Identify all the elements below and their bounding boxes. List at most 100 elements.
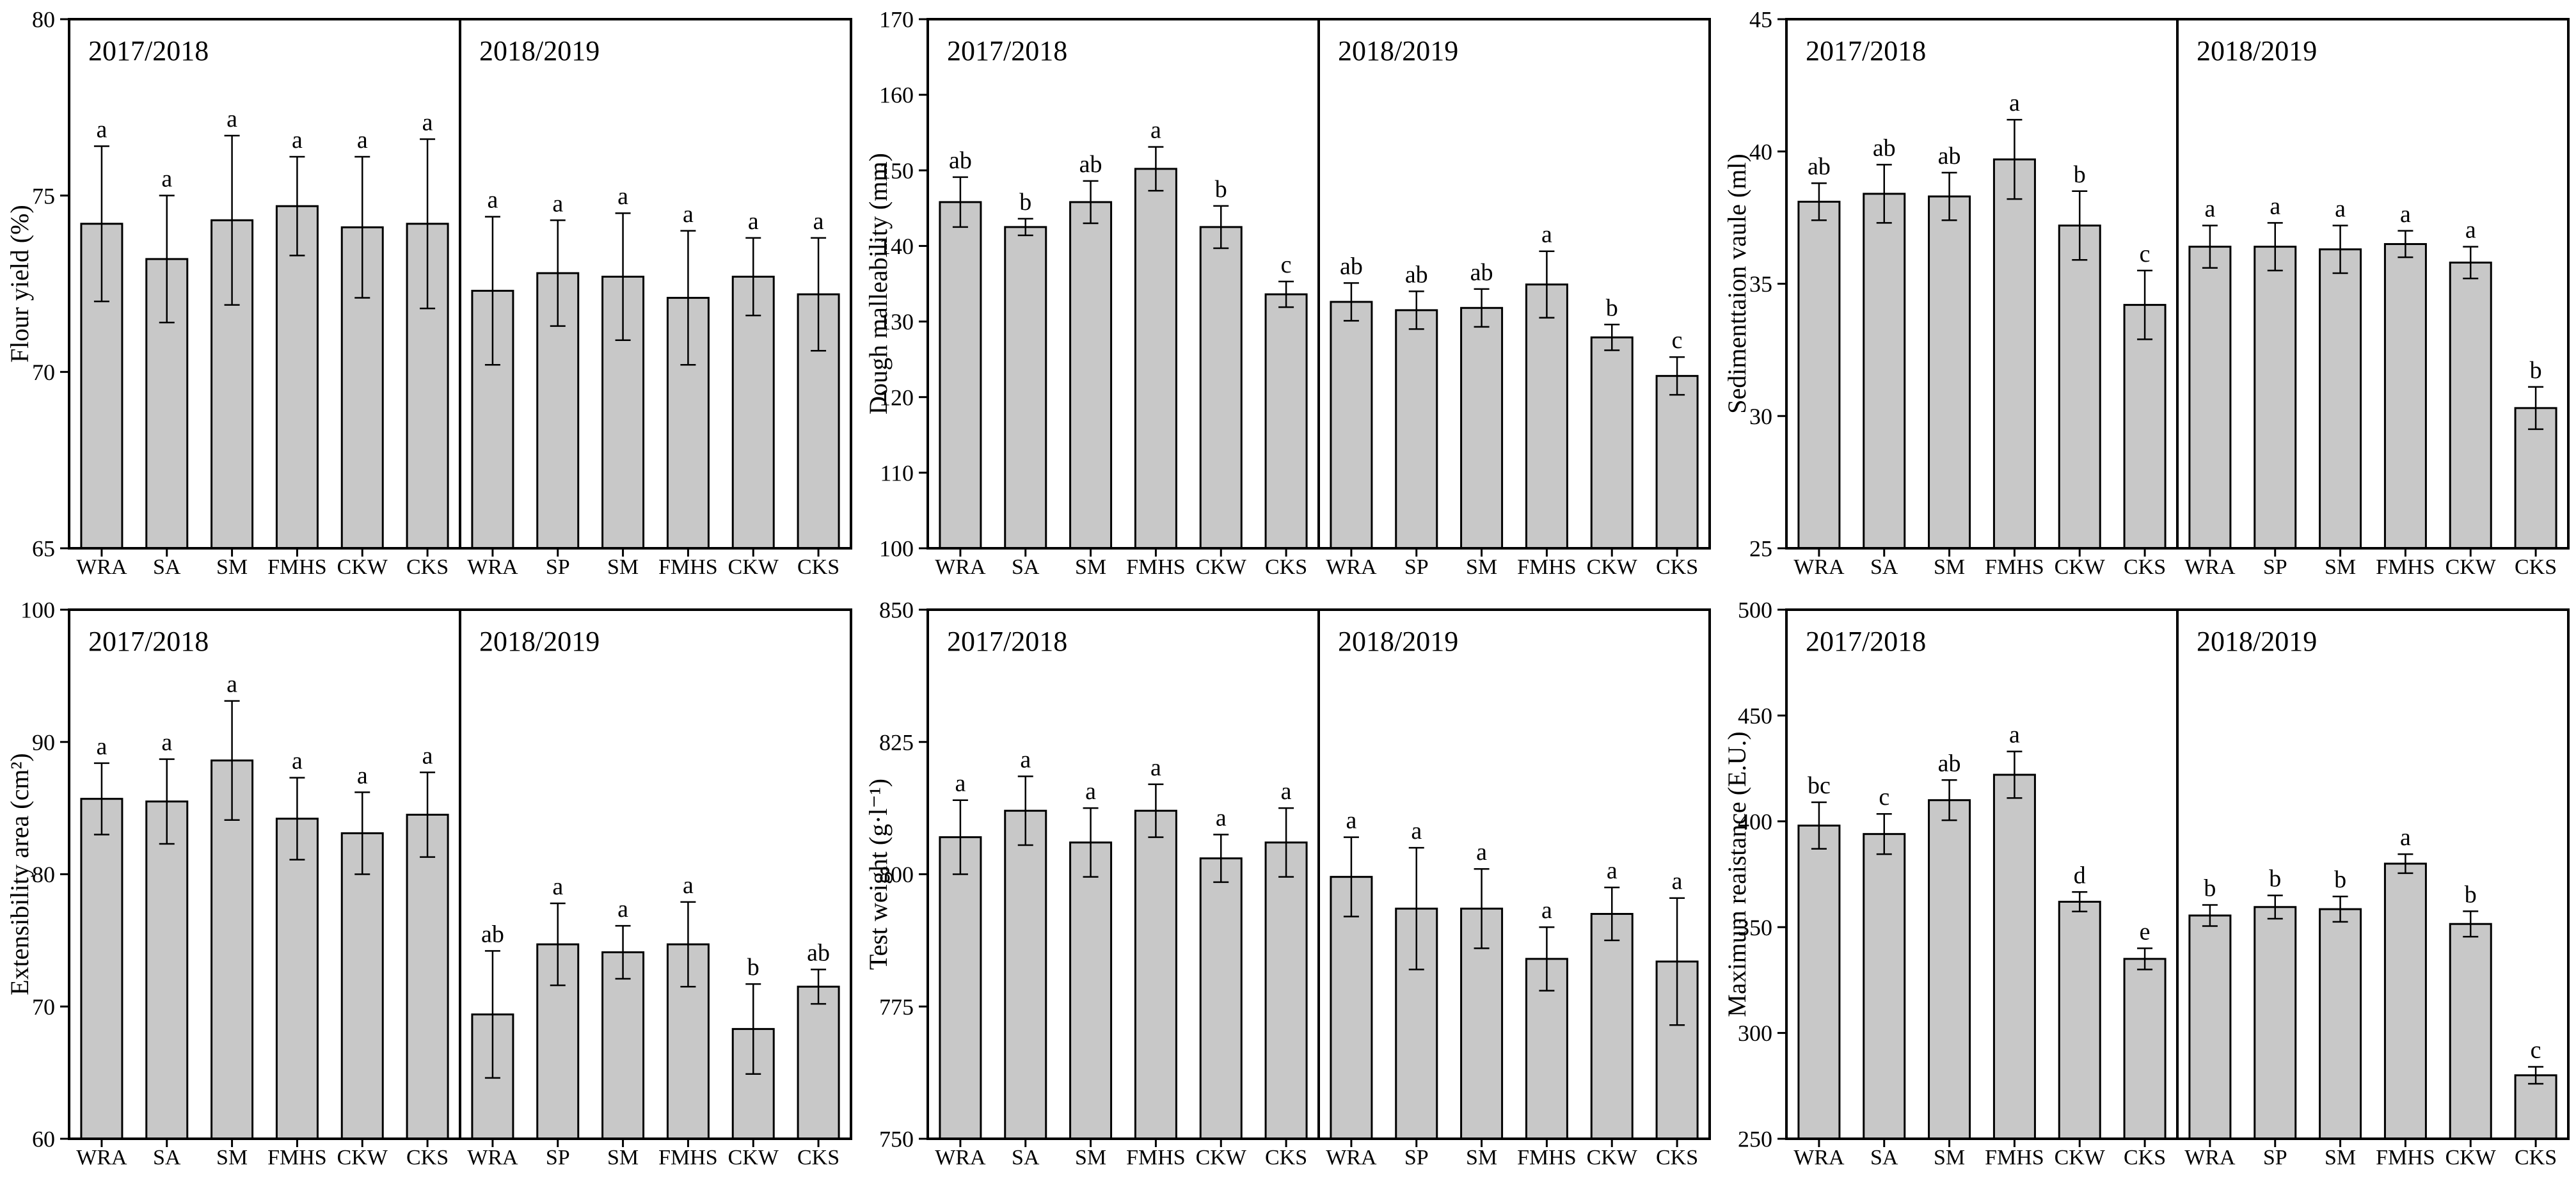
x-category-label: SA [1012,555,1040,579]
sig-letter: a [552,190,563,217]
panel-year-label: 2018/2019 [479,35,600,67]
x-category-label: WRA [1326,1146,1377,1169]
y-tick-label: 110 [880,460,914,486]
bar [2514,1074,2557,1140]
bar [1590,913,1634,1140]
x-category-label: WRA [2184,1146,2236,1169]
bar [1797,200,1841,550]
chart-cell-maximum-resistance: bc WRA c SA ab SM a FMHS d CKW e CKS 2017/2018 b WRA b S… [1717,590,2576,1181]
x-category-label: SM [1075,1146,1106,1169]
sig-letter: a [813,208,824,235]
bar [2188,914,2232,1140]
bar [2319,248,2362,550]
y-tick-label: 120 [879,384,914,410]
panel-year-label: 2017/2018 [947,35,1067,67]
panel-year-label: 2018/2019 [1338,626,1458,657]
bar [275,818,319,1140]
bar [1590,336,1634,550]
x-category-label: WRA [1326,555,1377,579]
bar [2254,246,2297,550]
chart-cell-dough-malleability: ab WRA b SA ab SM a FMHS b CKW c CKS 2017/2018 ab WRA a… [859,0,1717,590]
sig-letter: a [1672,868,1683,895]
x-category-label: WRA [935,555,986,579]
bar [2058,901,2101,1140]
x-category-label: SA [1870,555,1898,579]
x-category-label: WRA [467,555,518,579]
x-category-label: WRA [2184,555,2236,579]
sig-letter: a [2465,217,2476,244]
sig-letter: b [2465,881,2477,908]
sig-letter: a [422,742,433,769]
sig-letter: a [1476,839,1487,866]
x-category-label: CKS [797,555,839,579]
x-category-label: CKW [2445,555,2497,579]
bar [1928,195,1971,550]
bar [1928,799,1971,1140]
y-tick-label: 90 [32,729,55,755]
bar [1199,857,1243,1140]
x-category-label: SA [1012,1146,1040,1169]
sig-letter: b [1606,294,1618,321]
panel-year-label: 2017/2018 [88,35,209,67]
sig-letter: ab [1470,259,1493,286]
bar [80,798,123,1140]
x-category-label: FMHS [1517,1146,1577,1169]
y-tick-label: 30 [1749,404,1772,429]
sig-letter: c [1879,784,1889,811]
x-category-label: SP [1404,555,1429,579]
x-category-label: CKW [1196,1146,1247,1169]
sig-letter: b [747,954,759,981]
sig-letter: a [2009,722,2020,749]
sig-letter: a [2335,196,2346,223]
x-category-label: SM [1934,555,1965,579]
sig-letter: bc [1808,772,1831,799]
x-category-label: CKW [337,1146,388,1169]
bar [797,985,840,1140]
y-tick-label: 150 [879,158,914,184]
bar [2254,906,2297,1140]
panel-year-label: 2018/2019 [2197,35,2317,67]
x-category-label: FMHS [1126,1146,1186,1169]
sig-letter: ab [1079,151,1102,178]
chart-extensibility-area: aWRAaSAaSMaFMHSaCKWaCKS2017/2018abWRAaSP… [0,590,859,1181]
x-category-label: CKW [2055,555,2106,579]
sig-letter: ab [1938,143,1961,170]
y-tick-label: 25 [1749,536,1772,562]
bar [2383,862,2427,1140]
sig-letter: c [1672,327,1683,354]
sig-letter: c [2140,241,2151,267]
sig-letter: a [2270,193,2280,219]
sig-letter: c [1281,251,1292,278]
x-category-label: FMHS [2376,555,2435,579]
bar [1069,841,1113,1140]
x-category-label: SM [1466,555,1497,579]
sig-letter: a [1281,778,1292,805]
x-category-label: CKS [2515,555,2557,579]
bar [1004,226,1047,550]
sig-letter: a [96,116,107,143]
bar [1395,309,1438,550]
y-tick-label: 800 [879,862,914,887]
sig-letter: a [1085,778,1096,805]
y-axis-title: Dough malleability (mm) [864,153,893,415]
panel-year-label: 2018/2019 [1338,35,1458,67]
x-category-label: SP [546,1146,570,1169]
x-category-label: FMHS [267,555,327,579]
x-category-label: WRA [76,1146,127,1169]
y-tick-label: 250 [1738,1127,1772,1152]
sig-letter: ab [1808,153,1831,180]
x-category-label: SA [153,1146,181,1169]
bar [2383,242,2427,550]
sig-letter: a [161,729,172,756]
sig-letter: ab [807,939,830,966]
x-category-label: CKW [728,555,779,579]
bar [1134,809,1177,1140]
bar [1330,876,1373,1140]
sig-letter: b [2204,875,2216,901]
bar [1264,293,1308,550]
bar [340,832,384,1140]
x-category-label: FMHS [267,1146,327,1169]
sig-letter: a [1346,807,1356,834]
x-category-label: CKW [1587,1146,1638,1169]
sig-letter: a [1216,804,1227,831]
